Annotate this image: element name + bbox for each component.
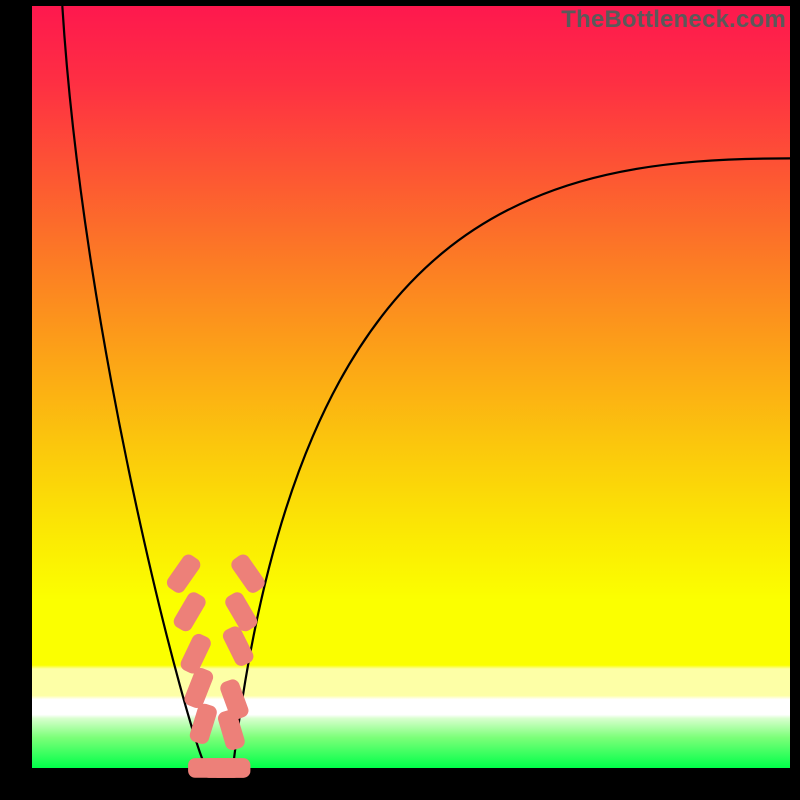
chart-container: TheBottleneck.com bbox=[0, 0, 800, 800]
curve-layer bbox=[0, 0, 800, 800]
curve-right-branch bbox=[233, 158, 790, 768]
curve-left-branch bbox=[62, 6, 206, 768]
data-marker bbox=[211, 758, 251, 778]
data-marker bbox=[164, 552, 203, 596]
data-marker bbox=[182, 666, 215, 710]
data-marker bbox=[171, 590, 208, 634]
data-marker bbox=[229, 552, 268, 596]
data-marker bbox=[188, 702, 219, 746]
watermark-text: TheBottleneck.com bbox=[561, 6, 786, 34]
data-marker bbox=[223, 590, 260, 634]
data-marker bbox=[178, 632, 213, 676]
